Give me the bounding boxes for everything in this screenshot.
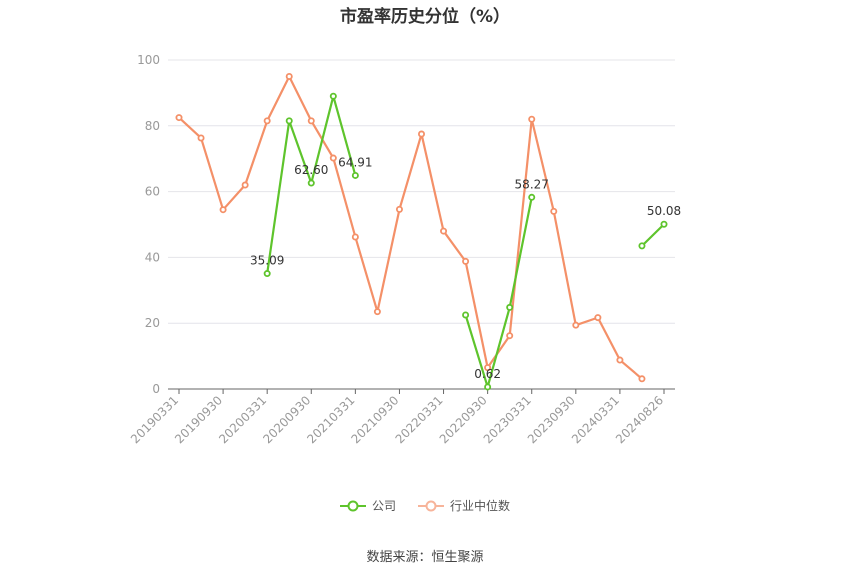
industry-point — [638, 375, 646, 383]
company-point — [263, 270, 271, 278]
industry-point — [462, 257, 470, 265]
legend-company-label: 公司 — [371, 499, 396, 513]
industry-point — [506, 332, 514, 340]
industry-point — [417, 130, 425, 138]
industry-point — [594, 314, 602, 322]
company-point — [307, 179, 315, 187]
industry-point — [307, 117, 315, 125]
company-data-label: 35.09 — [250, 254, 284, 268]
legend: 公司 行业中位数 — [0, 497, 850, 514]
company-point — [285, 117, 293, 125]
industry-point — [263, 117, 271, 125]
company-line — [641, 223, 665, 247]
industry-point — [219, 206, 227, 214]
industry-line — [178, 75, 643, 380]
company-point — [506, 303, 514, 311]
x-tick-label: 20240826 — [613, 393, 666, 446]
industry-point — [572, 321, 580, 329]
industry-point — [528, 115, 536, 123]
industry-point — [616, 356, 624, 364]
industry-point — [197, 134, 205, 142]
series-lines — [175, 72, 668, 391]
company-point — [351, 171, 359, 179]
company-point — [528, 193, 536, 201]
company-data-label: 58.27 — [515, 177, 549, 191]
industry-point — [285, 72, 293, 80]
company-point — [329, 92, 337, 100]
grid-lines — [168, 59, 675, 324]
company-data-label: 62.60 — [294, 163, 328, 177]
industry-point — [351, 233, 359, 241]
legend-industry-label: 行业中位数 — [450, 499, 511, 513]
y-tick-label: 20 — [145, 316, 160, 330]
industry-point — [175, 114, 183, 122]
industry-point — [484, 364, 492, 372]
industry-point — [241, 181, 249, 189]
company-point — [660, 220, 668, 228]
data-labels: 35.09 62.60 64.91 0.62 58.27 50.08 — [250, 155, 681, 381]
y-tick-label: 0 — [152, 382, 160, 396]
company-data-label: 64.91 — [338, 155, 372, 169]
chart-title: 市盈率历史分位（%） — [339, 7, 511, 27]
axes: 0204060801002019033120190930202003312020… — [128, 53, 675, 446]
company-point — [638, 242, 646, 250]
legend-item-company[interactable]: 公司 — [339, 497, 396, 514]
y-tick-label: 40 — [145, 250, 160, 264]
industry-point — [329, 154, 337, 162]
company-point — [462, 311, 470, 319]
y-tick-label: 100 — [137, 53, 160, 67]
company-data-label: 0.62 — [474, 367, 501, 381]
legend-item-industry[interactable]: 行业中位数 — [418, 497, 510, 514]
industry-point — [373, 308, 381, 316]
company-line — [464, 197, 533, 389]
industry-point — [440, 227, 448, 235]
legend-industry-marker-icon — [418, 500, 444, 511]
source-note: 数据来源：恒生聚源 — [366, 550, 484, 565]
company-data-label: 50.08 — [647, 204, 681, 218]
y-tick-label: 60 — [145, 185, 160, 199]
y-tick-label: 80 — [145, 119, 160, 133]
legend-company-marker-icon — [339, 500, 366, 511]
industry-point — [550, 207, 558, 215]
industry-point — [395, 205, 403, 213]
company-point — [484, 383, 492, 391]
